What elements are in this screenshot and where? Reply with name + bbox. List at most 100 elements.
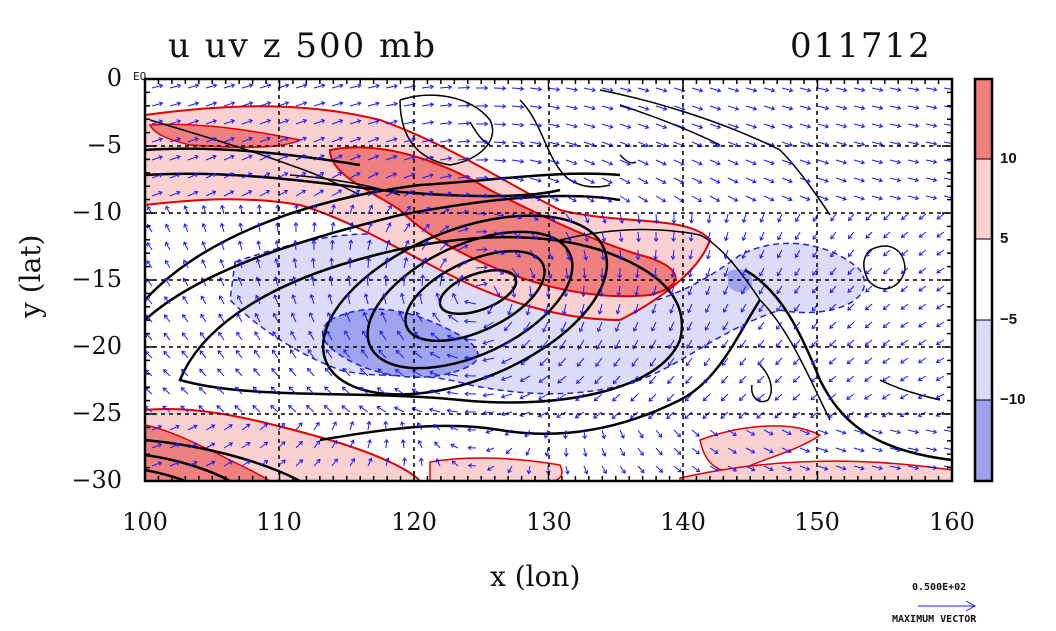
wind-vector-head [355, 189, 361, 194]
wind-vector [270, 405, 279, 413]
wind-vector-head [738, 396, 744, 402]
wind-vector-head [393, 119, 398, 125]
wind-vector-head [618, 237, 624, 243]
wind-vector [943, 447, 952, 451]
wind-vector-head [806, 178, 811, 183]
wind-vector [925, 447, 937, 451]
wind-vector [235, 386, 243, 395]
wind-vector [363, 312, 369, 323]
wind-vector [799, 447, 810, 453]
wind-vector-head [750, 467, 756, 472]
wind-vector-head [625, 198, 631, 203]
wind-vector-head [810, 378, 816, 383]
wind-vector [253, 386, 261, 395]
wind-vector-head [284, 101, 290, 106]
wind-vector [691, 105, 703, 110]
wind-vector [829, 321, 837, 329]
wind-vector [457, 176, 470, 179]
wind-vector [882, 321, 891, 328]
wind-vector [237, 295, 243, 305]
wind-vector [925, 465, 937, 469]
wind-vector-head [793, 360, 798, 366]
wind-vector [291, 313, 297, 323]
wind-vector [180, 405, 189, 413]
wind-vector [457, 260, 468, 269]
height-contour-2 [404, 249, 546, 343]
wind-vector [201, 259, 207, 269]
wind-vector [187, 102, 199, 107]
wind-vector-head [236, 294, 242, 300]
wind-vector-head [302, 118, 308, 124]
wind-vector [295, 459, 303, 467]
wind-vector-head [320, 154, 325, 159]
wind-vector [557, 375, 567, 384]
wind-vector-head [828, 378, 833, 383]
wind-vector-head [608, 179, 613, 184]
wind-vector [325, 349, 333, 359]
wind-vector [273, 313, 279, 323]
wind-vector [219, 295, 225, 305]
wind-vector [817, 159, 829, 164]
wind-vector-head [770, 160, 775, 166]
wind-vector-head [289, 367, 294, 373]
wind-vector [799, 141, 811, 146]
wind-vector [583, 195, 594, 202]
wind-vector-head [794, 307, 799, 312]
wind-vector-head [770, 124, 776, 129]
wind-vector [447, 335, 459, 341]
wind-vector-head [255, 294, 260, 300]
wind-vector-head [483, 264, 489, 270]
wind-vector-head [671, 219, 677, 224]
wind-vector-head [230, 154, 235, 160]
wind-vector [649, 375, 657, 384]
wind-vector [241, 190, 252, 197]
wind-vector-head [393, 137, 398, 142]
wind-vector [596, 339, 603, 350]
wind-vector-head [255, 276, 261, 281]
wind-vector [943, 87, 952, 90]
wind-vector [360, 368, 369, 377]
wind-vector [151, 462, 162, 467]
wind-vector [205, 120, 217, 125]
wind-vector [362, 330, 369, 341]
wind-vector [666, 411, 675, 419]
wind-vector [223, 137, 235, 143]
wind-vector-head [200, 313, 205, 319]
wind-vector [313, 137, 325, 143]
wind-vector [597, 321, 603, 332]
wind-vector [256, 277, 261, 287]
wind-vector-head [662, 124, 668, 130]
wind-vector-head [301, 172, 307, 177]
wind-vector-head [652, 273, 658, 279]
wind-vector [486, 429, 495, 433]
wind-vector [817, 465, 828, 470]
wind-vector [421, 224, 430, 233]
wind-vector-head [341, 386, 347, 391]
wind-vector [689, 249, 693, 260]
wind-vector-head [273, 294, 278, 299]
wind-vector [326, 331, 333, 341]
wind-vector [871, 195, 883, 200]
wind-vector [464, 320, 477, 323]
wind-vector [709, 141, 721, 147]
wind-vector [853, 105, 865, 110]
wind-vector [241, 137, 253, 143]
wind-vector [187, 120, 199, 125]
wind-vector-head [281, 459, 286, 464]
wind-vector-head [485, 429, 490, 434]
wind-vector [795, 213, 801, 222]
wind-vector [830, 249, 837, 258]
height-contour-7 [145, 172, 621, 301]
wind-vector-head [882, 287, 888, 293]
wind-vector-head [915, 105, 920, 110]
wind-vector [421, 174, 434, 179]
wind-vector-head [331, 204, 336, 209]
wind-vector [907, 465, 919, 469]
wind-vector-head [935, 394, 941, 399]
wind-vector [655, 429, 663, 438]
wind-vector [686, 357, 693, 366]
colorbar-swatch-strong-positive [974, 78, 993, 160]
wind-vector-head [581, 292, 586, 298]
wind-vector-head [385, 239, 391, 244]
wind-vector [504, 321, 513, 331]
